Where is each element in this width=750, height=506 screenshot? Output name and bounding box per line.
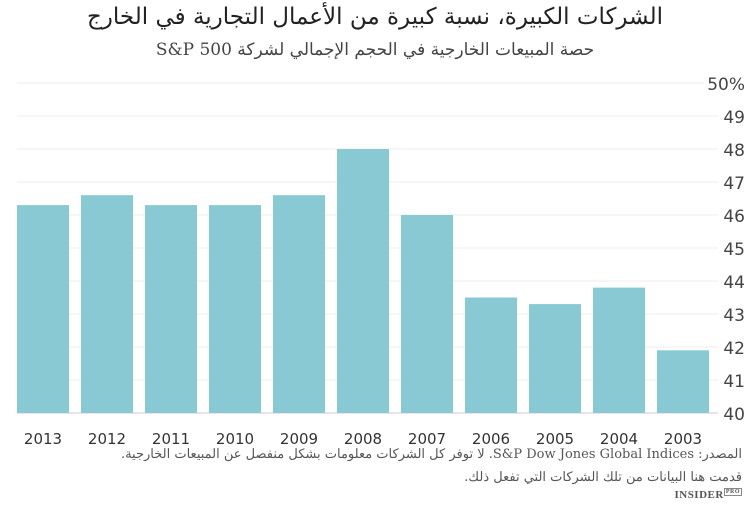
chart-subtitle: حصة المبيعات الخارجية في الحجم الإجمالي … — [155, 40, 595, 60]
x-tick-label: 2006 — [472, 430, 510, 448]
bar-2008 — [337, 149, 389, 413]
bar-2011 — [145, 205, 197, 413]
y-tick-label: 46 — [723, 207, 745, 227]
y-tick-label: 40 — [723, 405, 745, 425]
x-tick-label: 2013 — [24, 430, 62, 448]
bar-2009 — [273, 195, 325, 413]
bar-2012 — [81, 195, 133, 413]
bar-2004 — [593, 287, 645, 413]
y-tick-label: 49 — [723, 108, 745, 128]
chart-title: الشركات الكبيرة، نسبة كبيرة من الأعمال ا… — [86, 4, 664, 30]
x-tick-label: 2011 — [152, 430, 190, 448]
y-tick-label: 43 — [723, 306, 745, 326]
x-tick-label: 2012 — [88, 430, 126, 448]
bar-2006 — [465, 297, 517, 413]
source-note-2: قدمت هنا البيانات من تلك الشركات التي تف… — [464, 470, 742, 485]
x-tick-label: 2005 — [536, 430, 574, 448]
x-tick-label: 2003 — [664, 430, 702, 448]
x-tick-label: 2008 — [344, 430, 382, 448]
y-tick-label: 41 — [723, 372, 745, 392]
y-tick-label: 47 — [723, 174, 745, 194]
x-tick-label: 2007 — [408, 430, 446, 448]
logo-text: INSIDER — [674, 489, 724, 501]
y-tick-label: 42 — [723, 339, 745, 359]
x-tick-label: 2010 — [216, 430, 254, 448]
logo-badge: PRO — [723, 488, 742, 497]
bar-2005 — [529, 304, 581, 413]
x-tick-label: 2009 — [280, 430, 318, 448]
x-tick-label: 2004 — [600, 430, 638, 448]
y-tick-label: 48 — [723, 141, 745, 161]
bar-2007 — [401, 215, 453, 413]
bar-2010 — [209, 205, 261, 413]
bar-2013 — [17, 205, 69, 413]
source-note: المصدر: S&P Dow Jones Global Indices. لا… — [120, 447, 742, 462]
y-tick-label: 45 — [723, 240, 745, 260]
y-tick-label: 44 — [723, 273, 745, 293]
bar-2003 — [657, 350, 709, 413]
y-tick-label: 50% — [707, 75, 745, 95]
insider-pro-logo: INSIDER PRO — [674, 488, 742, 501]
